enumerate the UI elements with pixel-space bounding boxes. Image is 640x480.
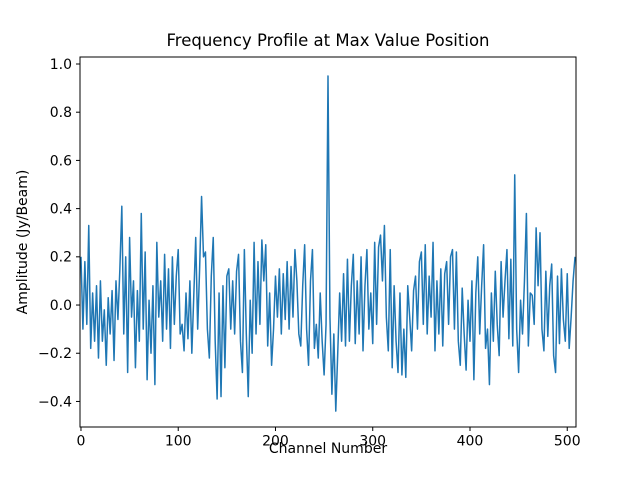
data-line <box>80 75 576 412</box>
x-tick-label: 100 <box>165 434 192 450</box>
x-tick-label: 400 <box>457 434 484 450</box>
y-tick-label: −0.2 <box>38 346 72 362</box>
x-tick-label: 200 <box>262 434 289 450</box>
y-tick-label: 0.2 <box>50 250 72 266</box>
y-tick-label: 0.4 <box>50 202 72 218</box>
x-axis-label: Channel Number <box>268 441 388 457</box>
x-tick-label: 500 <box>554 434 581 450</box>
x-tick-label: 300 <box>359 434 386 450</box>
y-tick-label: 0.0 <box>50 298 72 314</box>
chart-title: Frequency Profile at Max Value Position <box>166 31 490 50</box>
x-tick-label: 0 <box>77 434 86 450</box>
y-tick-label: 0.6 <box>50 153 72 169</box>
y-tick-label: −0.4 <box>38 394 72 410</box>
y-tick-label: 1.0 <box>50 57 72 73</box>
axes-frame <box>79 56 577 428</box>
y-axis-label: Amplitude (Jy/Beam) <box>15 169 31 315</box>
y-tick-label: 0.8 <box>50 105 72 121</box>
